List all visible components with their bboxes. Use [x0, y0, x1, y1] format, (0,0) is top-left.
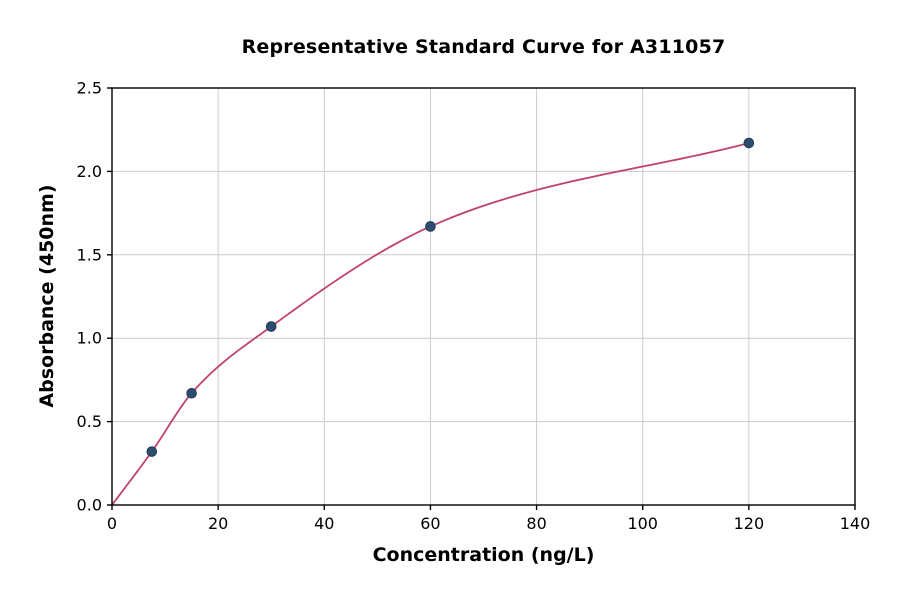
chart-title: Representative Standard Curve for A31105… — [241, 36, 726, 58]
y-tick-label: 1.0 — [77, 329, 102, 348]
x-tick-label: 20 — [208, 514, 228, 533]
x-tick-label: 120 — [734, 514, 765, 533]
plot-border — [111, 87, 856, 506]
x-tick-label: 140 — [840, 514, 871, 533]
y-tick-label: 1.5 — [77, 245, 102, 264]
x-tick-label: 0 — [107, 514, 117, 533]
y-tick-label: 2.0 — [77, 162, 102, 181]
data-point — [425, 221, 436, 232]
x-tick-label: 40 — [314, 514, 334, 533]
data-point — [186, 387, 197, 399]
x-tick-label: 60 — [420, 514, 440, 533]
data-point — [146, 446, 158, 457]
fit-curve-line — [111, 142, 750, 506]
y-tick-label: 0.5 — [77, 412, 102, 431]
y-tick-label: 0.0 — [77, 496, 102, 515]
x-tick-label: 80 — [526, 514, 546, 533]
y-tick-label: 2.5 — [77, 79, 102, 98]
x-axis-label: Concentration (ng/L) — [372, 544, 595, 566]
x-tick-label: 100 — [627, 514, 658, 533]
y-axis-label: Absorbance (450nm) — [36, 184, 58, 408]
data-point — [743, 137, 755, 149]
data-point — [265, 321, 277, 332]
